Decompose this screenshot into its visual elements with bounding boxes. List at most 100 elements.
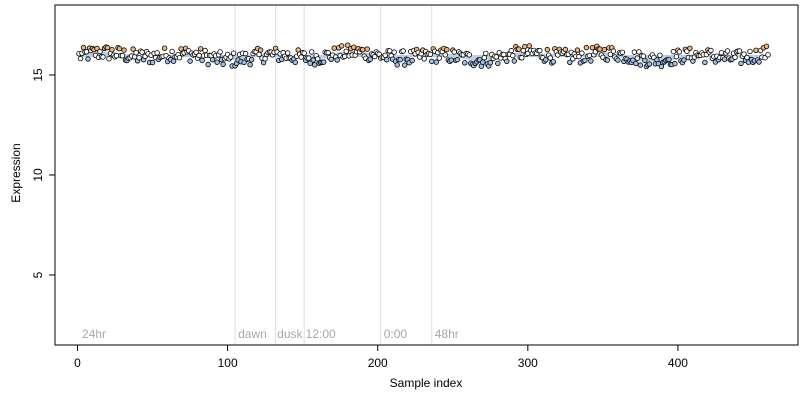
data-point xyxy=(519,55,525,61)
data-point xyxy=(209,57,216,63)
data-point xyxy=(646,61,653,67)
data-point xyxy=(544,46,550,53)
y-tick-label: 15 xyxy=(31,68,45,82)
data-point xyxy=(493,54,499,60)
data-point xyxy=(387,48,393,54)
data-point xyxy=(454,56,460,63)
data-point xyxy=(672,60,678,67)
data-point xyxy=(724,48,731,54)
x-axis: 0 100 200 300 400 xyxy=(74,344,688,370)
data-points xyxy=(76,42,771,70)
x-tick-label: 400 xyxy=(668,356,688,370)
data-point xyxy=(744,54,750,61)
data-point xyxy=(80,44,87,51)
region-label: 0:00 xyxy=(384,327,408,341)
data-point xyxy=(351,44,357,50)
data-point xyxy=(721,56,728,62)
data-point xyxy=(331,45,337,51)
data-point xyxy=(681,57,687,63)
data-point xyxy=(442,52,448,58)
data-point xyxy=(205,61,211,68)
x-tick-label: 200 xyxy=(368,356,388,370)
data-point xyxy=(339,43,345,49)
data-point xyxy=(588,58,594,64)
data-point xyxy=(301,50,307,56)
data-point xyxy=(292,59,298,66)
data-point xyxy=(601,46,608,53)
data-point xyxy=(756,59,762,65)
data-point xyxy=(642,57,648,64)
data-point xyxy=(429,58,435,65)
data-point xyxy=(367,56,373,62)
data-point xyxy=(230,50,237,56)
data-point xyxy=(298,54,304,60)
data-point xyxy=(511,58,517,64)
data-point xyxy=(670,48,677,55)
data-point xyxy=(345,42,351,48)
data-point xyxy=(197,46,204,52)
data-point xyxy=(702,59,708,66)
data-point xyxy=(394,62,400,68)
data-point xyxy=(604,57,611,63)
data-point xyxy=(526,43,532,49)
data-point xyxy=(634,55,641,61)
data-point xyxy=(516,46,522,52)
data-point xyxy=(597,46,603,52)
data-point xyxy=(466,52,472,58)
y-tick-label: 5 xyxy=(31,271,45,278)
data-point xyxy=(666,56,672,63)
x-tick-label: 100 xyxy=(218,356,238,370)
data-point xyxy=(248,57,255,63)
data-point xyxy=(537,47,543,54)
data-point xyxy=(119,53,126,59)
data-point xyxy=(567,59,573,65)
data-point xyxy=(187,58,193,64)
data-point xyxy=(480,59,486,65)
data-point xyxy=(113,53,120,59)
data-point xyxy=(116,45,123,52)
region-label: 24hr xyxy=(82,327,106,341)
data-point xyxy=(121,47,127,53)
data-point xyxy=(154,50,160,56)
data-point xyxy=(747,48,753,55)
data-point xyxy=(607,51,614,58)
data-point xyxy=(307,60,313,66)
data-point xyxy=(504,58,510,65)
data-point xyxy=(448,57,454,63)
region-labels: 24hr dawn dusk 12:00 0:00 48hr xyxy=(82,327,459,341)
data-point xyxy=(436,55,442,61)
data-point xyxy=(306,55,312,61)
data-point xyxy=(615,57,621,63)
region-label: 48hr xyxy=(435,327,459,341)
data-point xyxy=(202,47,208,54)
data-point xyxy=(427,51,433,58)
data-point xyxy=(106,56,112,62)
data-point xyxy=(462,60,468,66)
data-point xyxy=(753,47,759,53)
data-point xyxy=(196,52,202,59)
data-point xyxy=(285,50,291,56)
data-point xyxy=(631,49,638,55)
data-point xyxy=(241,59,247,66)
region-label: dawn xyxy=(238,327,267,341)
data-point xyxy=(85,56,91,62)
data-point xyxy=(400,48,406,54)
data-point xyxy=(633,60,639,67)
data-point xyxy=(738,60,744,67)
data-point xyxy=(444,46,450,53)
data-point xyxy=(636,49,642,55)
data-point xyxy=(321,59,327,65)
data-point xyxy=(589,45,596,51)
data-point xyxy=(741,51,747,57)
data-point xyxy=(139,49,145,55)
x-axis-title: Sample index xyxy=(390,376,463,390)
data-point xyxy=(214,59,220,65)
data-point xyxy=(109,47,115,53)
data-point xyxy=(402,62,408,68)
data-point xyxy=(342,53,348,60)
data-point xyxy=(610,48,617,54)
data-point xyxy=(325,49,331,56)
data-point xyxy=(343,48,349,54)
data-point xyxy=(193,49,199,55)
